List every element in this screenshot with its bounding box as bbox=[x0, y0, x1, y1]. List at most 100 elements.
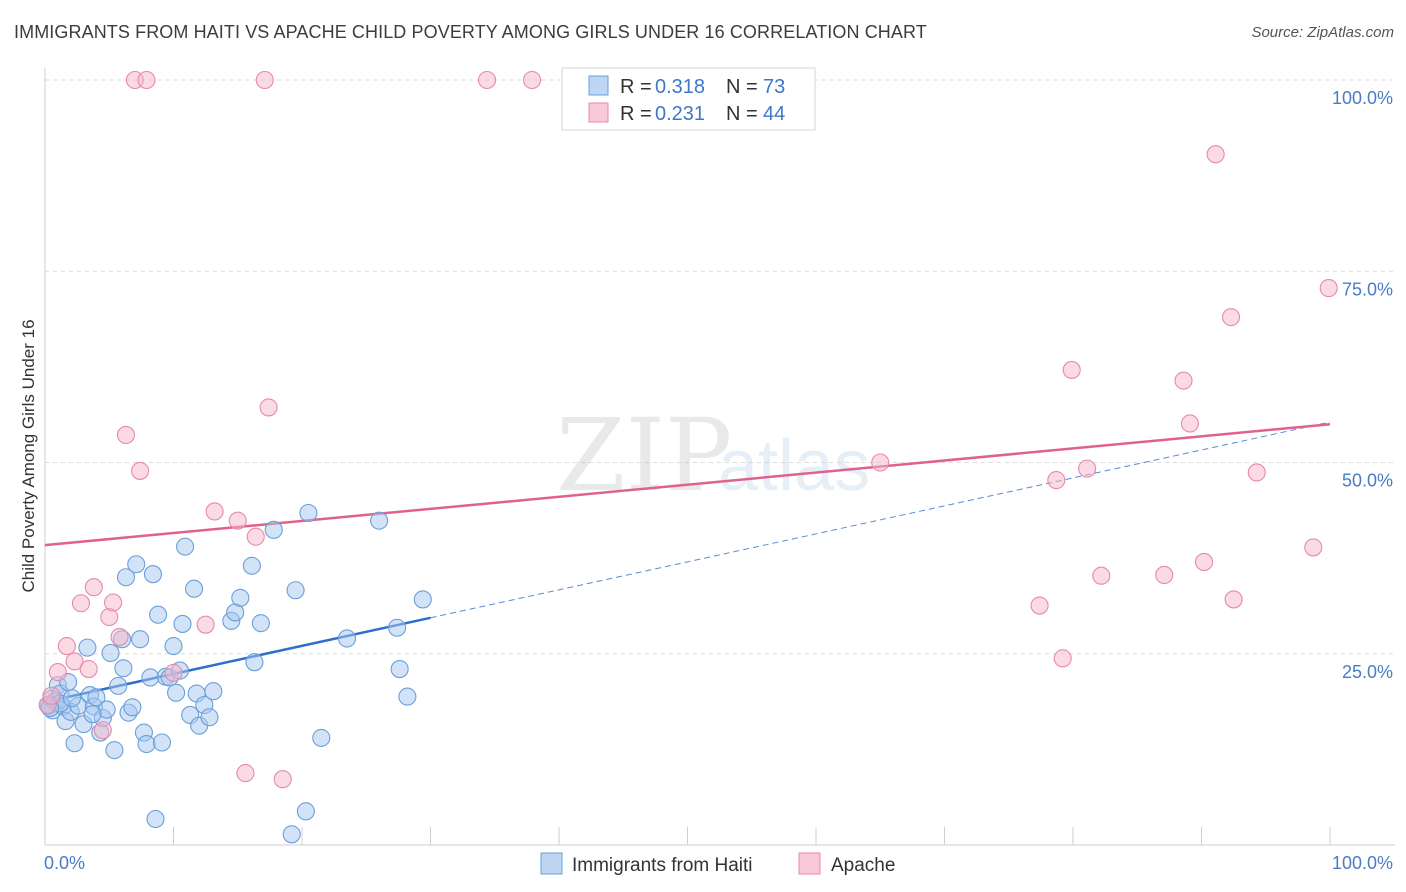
point-apache bbox=[110, 627, 129, 646]
point-apache bbox=[57, 637, 76, 656]
chart-title: IMMIGRANTS FROM HAITI VS APACHE CHILD PO… bbox=[14, 22, 927, 42]
trend-line-haiti bbox=[44, 616, 431, 704]
point-apache bbox=[1155, 565, 1174, 585]
point-haiti bbox=[185, 579, 204, 598]
point-haiti bbox=[87, 688, 106, 707]
point-haiti bbox=[143, 565, 162, 584]
x-tick-label-max: 100.0% bbox=[1332, 853, 1393, 873]
point-apache bbox=[1174, 371, 1193, 390]
point-apache bbox=[104, 593, 123, 612]
legend-series-label: Immigrants from Haiti bbox=[572, 855, 753, 876]
point-haiti bbox=[65, 734, 84, 753]
point-haiti bbox=[337, 629, 357, 648]
point-apache bbox=[42, 686, 61, 705]
point-apache bbox=[1247, 463, 1266, 482]
point-apache bbox=[477, 70, 497, 90]
legend-swatch bbox=[588, 75, 609, 96]
point-haiti bbox=[242, 556, 261, 575]
point-haiti bbox=[114, 659, 133, 678]
y-tick-label: 50.0% bbox=[1342, 471, 1393, 491]
y-tick-labels: 25.0% 50.0% 75.0% 100.0% bbox=[1332, 88, 1393, 682]
y-tick-label: 100.0% bbox=[1332, 88, 1393, 108]
point-haiti bbox=[370, 511, 389, 530]
point-apache bbox=[131, 461, 150, 480]
point-apache bbox=[1304, 538, 1323, 557]
chart-source: Source: ZipAtlas.com bbox=[1251, 24, 1394, 41]
point-haiti bbox=[78, 638, 97, 657]
point-apache bbox=[228, 511, 247, 530]
point-apache bbox=[236, 764, 255, 783]
legend-series-label: Apache bbox=[831, 855, 895, 876]
point-apache bbox=[48, 663, 67, 682]
point-haiti bbox=[173, 614, 192, 633]
point-haiti bbox=[141, 668, 160, 687]
point-apache bbox=[871, 453, 890, 472]
point-haiti bbox=[176, 537, 195, 556]
trend-line-haiti-extension bbox=[430, 421, 1331, 619]
point-apache bbox=[71, 594, 91, 613]
point-apache bbox=[1180, 414, 1199, 433]
x-tick-label-min: 0.0% bbox=[44, 853, 85, 873]
point-apache bbox=[273, 770, 292, 789]
legend-r-label: R = bbox=[620, 76, 652, 98]
point-haiti bbox=[264, 520, 283, 539]
point-apache bbox=[1206, 145, 1225, 164]
point-apache bbox=[255, 70, 274, 90]
point-haiti bbox=[282, 825, 301, 844]
legend-n-label: N = bbox=[726, 76, 758, 98]
trend-lines bbox=[44, 421, 1331, 704]
point-haiti bbox=[116, 568, 136, 587]
point-haiti bbox=[231, 588, 250, 607]
point-apache bbox=[1078, 459, 1097, 478]
legend-series-swatch bbox=[540, 852, 563, 875]
point-apache bbox=[1047, 471, 1066, 490]
legend-n-value: 73 bbox=[763, 76, 785, 98]
legend-n-value: 44 bbox=[763, 103, 785, 125]
point-haiti bbox=[152, 733, 171, 752]
point-haiti bbox=[398, 687, 417, 706]
point-haiti bbox=[388, 618, 407, 637]
point-apache bbox=[1062, 360, 1081, 379]
point-apache bbox=[522, 70, 542, 90]
point-apache bbox=[246, 527, 265, 546]
legend-n-label: N = bbox=[726, 103, 758, 125]
point-apache bbox=[196, 615, 215, 634]
point-haiti bbox=[164, 637, 183, 656]
point-haiti bbox=[204, 682, 223, 701]
watermark: ZIP atlas bbox=[556, 397, 870, 514]
point-haiti bbox=[83, 705, 102, 724]
point-haiti bbox=[109, 676, 128, 695]
legend-r-value: 0.318 bbox=[655, 76, 705, 98]
point-haiti bbox=[312, 728, 331, 747]
point-apache bbox=[137, 70, 156, 90]
legend-r-value: 0.231 bbox=[655, 103, 705, 125]
point-apache bbox=[1222, 308, 1241, 327]
trend-line-apache bbox=[44, 423, 1331, 547]
y-tick-label: 75.0% bbox=[1342, 279, 1393, 299]
legend-swatch bbox=[588, 102, 609, 123]
point-haiti bbox=[245, 653, 264, 672]
point-haiti bbox=[101, 643, 120, 663]
point-haiti bbox=[137, 734, 156, 754]
watermark-atlas: atlas bbox=[718, 426, 870, 506]
y-tick-label: 25.0% bbox=[1342, 662, 1393, 682]
point-haiti bbox=[146, 809, 165, 829]
point-apache bbox=[1224, 590, 1243, 609]
data-points bbox=[38, 70, 1338, 844]
point-apache bbox=[1195, 552, 1214, 572]
legend-series-swatch bbox=[798, 852, 821, 875]
point-apache bbox=[116, 425, 136, 445]
point-apache bbox=[84, 578, 103, 597]
legend-r-label: R = bbox=[620, 103, 652, 125]
point-haiti bbox=[62, 689, 82, 708]
y-axis-label: Child Poverty Among Girls Under 16 bbox=[19, 319, 38, 592]
point-haiti bbox=[390, 659, 409, 679]
point-haiti bbox=[296, 802, 315, 821]
point-apache bbox=[1319, 279, 1338, 298]
point-haiti bbox=[105, 741, 124, 760]
point-haiti bbox=[413, 590, 432, 609]
point-haiti bbox=[127, 555, 146, 574]
point-haiti bbox=[251, 614, 270, 633]
point-apache bbox=[164, 663, 183, 682]
